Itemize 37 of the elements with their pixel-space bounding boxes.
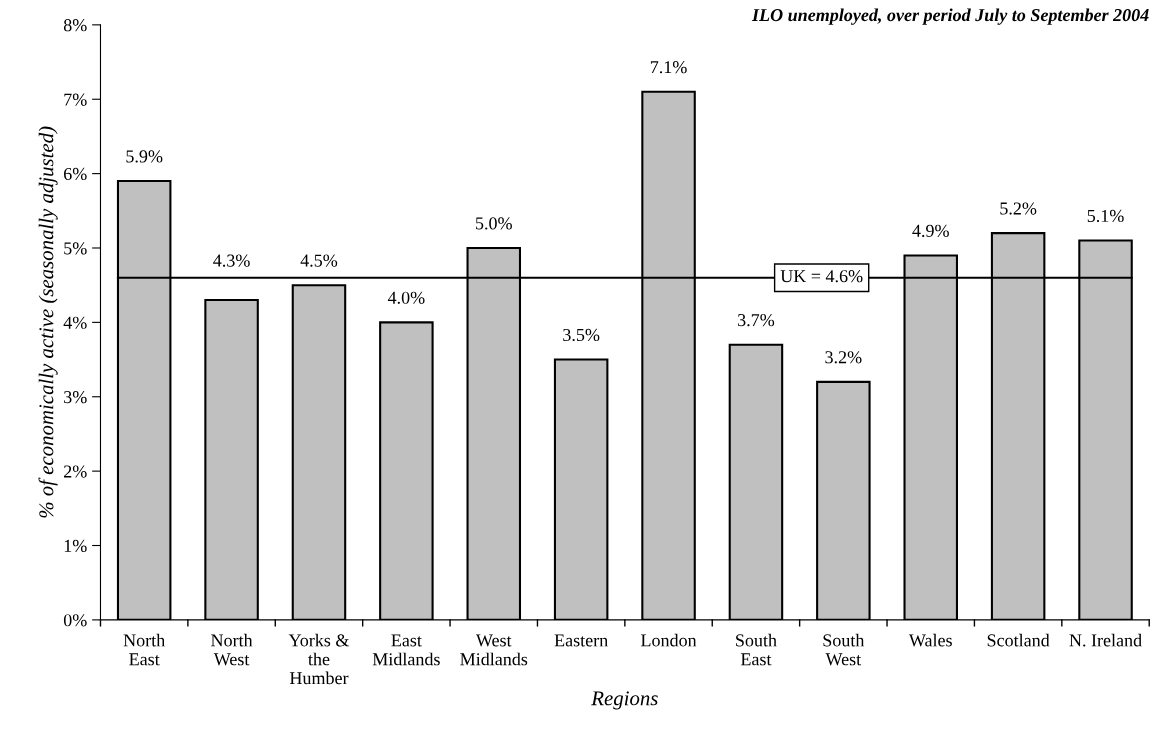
y-tick-label: 8% (63, 19, 87, 32)
y-tick-label: 0% (63, 614, 87, 627)
data-label: 5.1% (1087, 209, 1124, 223)
ref-line-label: UK = 4.6% (780, 270, 863, 283)
x-tick-label: Wales (908, 633, 952, 647)
data-label: 5.9% (126, 150, 163, 163)
y-tick-label: 1% (64, 539, 87, 553)
data-label: 4.3% (213, 254, 250, 267)
x-tick-label: Scotland (987, 633, 1050, 647)
y-axis-title: % of economically active (seasonally adjusted) (38, 126, 58, 518)
data-label: 5.2% (1000, 202, 1037, 215)
y-tick-label: 6% (64, 167, 87, 181)
y-tick-label: 7% (64, 93, 87, 106)
x-tick-label: N. Ireland (1069, 633, 1142, 647)
data-label: 4.0% (387, 291, 425, 304)
x-tick-label: Yorks & the Humber (288, 633, 350, 685)
x-tick-label: North West (211, 633, 253, 666)
data-label: 4.9% (912, 224, 949, 237)
x-tick-label: London (640, 633, 697, 647)
y-tick-label: 5% (64, 242, 87, 255)
y-tick-label: 3% (64, 391, 87, 404)
x-tick-label: East Midlands (372, 634, 440, 666)
y-tick-label: 4% (63, 316, 87, 329)
chart-title: ILO unemployed, over period July to September 2004 (751, 8, 1149, 25)
data-label: 4.5% (300, 254, 338, 267)
x-tick-label: West Midlands (460, 634, 528, 666)
y-tick-label: 2% (64, 465, 87, 478)
data-label: 3.5% (563, 328, 600, 342)
x-tick-label: South West (823, 633, 865, 666)
x-tick-label: Eastern (554, 634, 608, 647)
data-label: 3.2% (825, 351, 862, 364)
x-tick-label: South East (736, 633, 777, 666)
data-label: 3.7% (738, 313, 775, 327)
x-axis-title: Regions (591, 691, 658, 710)
data-label: 7.1% (650, 61, 687, 74)
data-label: 5.0% (476, 217, 512, 230)
x-tick-label: North East (123, 633, 166, 666)
